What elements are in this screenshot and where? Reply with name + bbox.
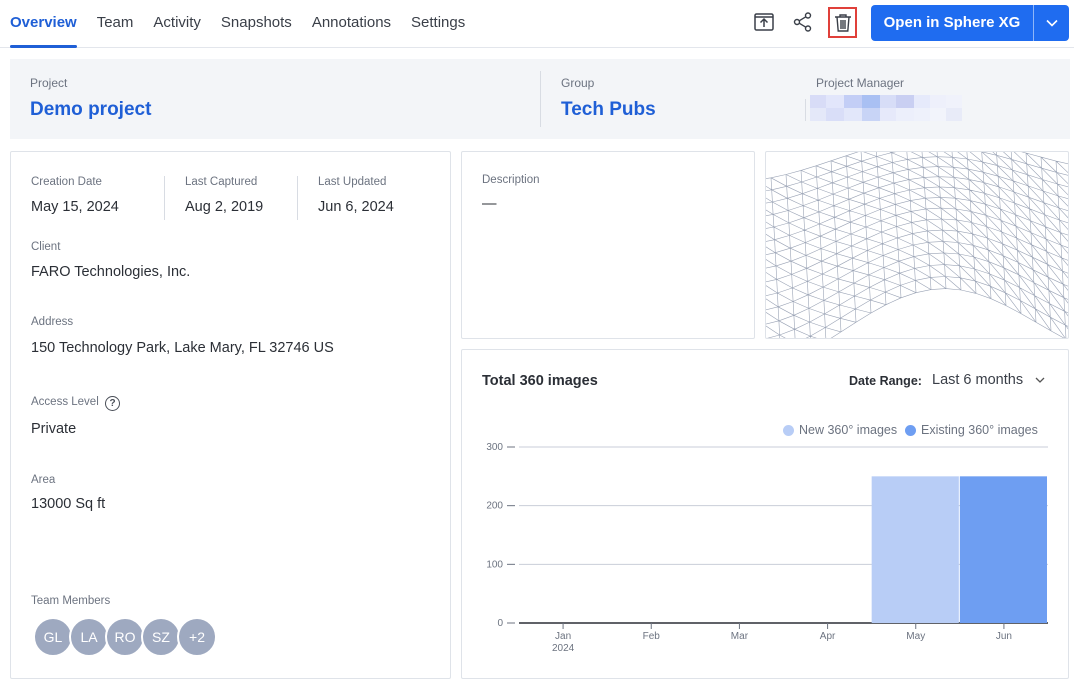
tab-snapshots[interactable]: Snapshots <box>220 14 292 31</box>
wireframe-mesh <box>766 152 1068 338</box>
legend-item-existing: Existing 360° images <box>905 423 1038 437</box>
tab-list: Overview Team Activity Snapshots Annotat… <box>10 0 485 48</box>
group-name[interactable]: Tech Pubs <box>561 99 656 120</box>
open-options-dropdown[interactable] <box>1033 5 1069 41</box>
divider <box>164 176 165 220</box>
delete-button[interactable] <box>828 7 857 38</box>
date-range-label: Date Range: <box>849 374 922 388</box>
tab-settings[interactable]: Settings <box>411 14 466 31</box>
legend-item-new: New 360° images <box>783 423 897 437</box>
date-range-select[interactable]: Last 6 months <box>932 372 1024 388</box>
project-details-card: Creation Date May 15, 2024 Last Captured… <box>10 151 451 679</box>
open-in-sphere-label[interactable]: Open in Sphere XG <box>883 14 1021 31</box>
x-tick-label: Mar <box>731 631 749 642</box>
avatar[interactable]: LA <box>69 617 109 657</box>
trash-icon <box>834 13 851 32</box>
x-tick-label: Apr <box>820 631 836 642</box>
bar[interactable] <box>959 476 1047 623</box>
y-tick-label: 100 <box>486 559 503 570</box>
last-updated-value: Jun 6, 2024 <box>318 199 394 215</box>
team-members-label: Team Members <box>31 595 111 607</box>
last-captured-label: Last Captured <box>185 176 258 188</box>
y-tick-label: 300 <box>486 442 503 453</box>
y-tick-label: 200 <box>486 501 503 512</box>
description-card: Description — <box>461 151 755 339</box>
creation-date-value: May 15, 2024 <box>31 199 119 215</box>
x-tick-label: Feb <box>643 631 661 642</box>
export-button[interactable] <box>750 8 778 36</box>
access-level-label: Access Level <box>31 396 99 408</box>
project-manager-label: Project Manager <box>816 76 905 90</box>
last-updated-label: Last Updated <box>318 176 387 188</box>
chevron-down-icon <box>1045 19 1058 27</box>
legend-swatch <box>783 424 794 436</box>
tab-activity[interactable]: Activity <box>153 14 201 31</box>
x-tick-label: May <box>906 631 925 642</box>
chart-title: Total 360 images <box>482 373 598 389</box>
top-nav-bar: Overview Team Activity Snapshots Annotat… <box>0 0 1074 48</box>
share-icon <box>793 12 812 32</box>
tab-overview[interactable]: Overview <box>10 0 77 48</box>
x-tick-label: Jan <box>555 631 571 642</box>
avatar[interactable]: SZ <box>141 617 181 657</box>
access-level-value: Private <box>31 421 77 437</box>
project-name: Demo project <box>30 99 152 120</box>
x-tick-label: Jun <box>996 631 1012 642</box>
area-label: Area <box>31 474 56 486</box>
help-icon[interactable]: ? <box>105 396 120 411</box>
group-label: Group <box>561 76 595 90</box>
creation-date-label: Creation Date <box>31 176 102 188</box>
divider <box>805 99 806 121</box>
last-captured-value: Aug 2, 2019 <box>185 199 264 215</box>
client-value: FARO Technologies, Inc. <box>31 264 191 280</box>
project-thumbnail <box>765 151 1069 339</box>
project-manager-redacted <box>810 95 970 121</box>
divider <box>297 176 298 220</box>
legend-swatch <box>905 424 916 436</box>
chevron-down-icon[interactable] <box>1034 374 1046 386</box>
total-360-images-card: Total 360 images Date Range: Last 6 mont… <box>461 349 1069 679</box>
tab-annotations[interactable]: Annotations <box>311 14 392 31</box>
description-label: Description <box>482 174 540 186</box>
area-value: 13000 Sq ft <box>31 496 106 512</box>
address-value: 150 Technology Park, Lake Mary, FL 32746… <box>31 340 334 356</box>
y-tick-label: 0 <box>497 618 503 629</box>
divider <box>540 71 541 127</box>
tab-team[interactable]: Team <box>96 14 134 31</box>
x-year-label: 2024 <box>552 643 575 654</box>
export-icon <box>754 13 774 31</box>
project-summary-band: Project Demo project Group Tech Pubs Pro… <box>10 59 1070 139</box>
wireframe-mesh-image <box>766 152 1068 338</box>
bar-chart: 0 100 200 300 Jan Feb Mar Apr May Jun 2024 <box>486 442 1048 654</box>
address-label: Address <box>31 316 74 328</box>
bar[interactable] <box>871 476 959 623</box>
client-label: Client <box>31 241 61 253</box>
avatar[interactable]: GL <box>33 617 73 657</box>
description-value: — <box>482 196 497 212</box>
project-label: Project <box>30 76 68 90</box>
legend-label: Existing 360° images <box>921 423 1038 437</box>
avatar-more-count[interactable]: +2 <box>177 617 217 657</box>
open-in-sphere-button[interactable]: Open in Sphere XG <box>871 5 1069 41</box>
legend-label: New 360° images <box>799 423 898 437</box>
share-button[interactable] <box>789 8 817 36</box>
avatar[interactable]: RO <box>105 617 145 657</box>
